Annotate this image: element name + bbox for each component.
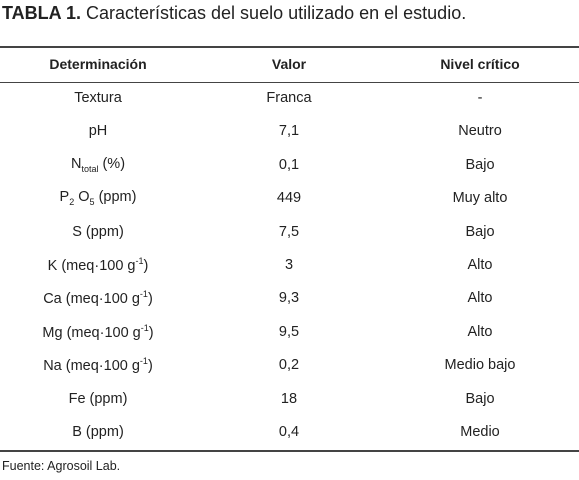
header-rule <box>0 82 579 83</box>
table-cell: - <box>477 90 483 106</box>
table-cell: pH <box>89 123 108 139</box>
table-cell: Bajo <box>465 223 495 240</box>
table-cell: 449 <box>276 190 302 207</box>
text-segment: -1 <box>139 289 148 300</box>
text-segment: 2 <box>69 197 75 208</box>
table-cell: Franca <box>266 90 312 106</box>
table-cell: Neutro <box>458 123 502 140</box>
text-segment: -1 <box>140 322 149 333</box>
table-cell: 0,1 <box>278 156 300 173</box>
header-cell: Nivel crítico <box>440 56 520 72</box>
text-segment: ) <box>148 324 154 341</box>
table-cell: Fe (ppm) <box>69 391 128 407</box>
text-segment: -1 <box>135 256 144 267</box>
table-cell: 7,5 <box>278 223 300 240</box>
table-cell: 3 <box>284 257 294 273</box>
text-segment: Mg (meq·100 g <box>42 324 141 341</box>
text-segment: ) <box>143 257 149 274</box>
table-cell: Mg (meq·100 g-1) <box>42 323 153 341</box>
text-segment: Ca (meq·100 g <box>43 291 140 308</box>
table-cell: K (meq·100 g-1) <box>48 256 149 274</box>
table-cell: 9,3 <box>278 290 300 307</box>
text-segment: ) <box>147 358 153 375</box>
caption-label: TABLA 1. <box>2 3 81 23</box>
text-segment: pH <box>88 123 108 140</box>
header-cell: Determinación <box>49 56 147 72</box>
header-cell: Valor <box>271 56 307 72</box>
table-cell: 0,2 <box>278 357 300 374</box>
table-cell: Muy alto <box>452 190 508 207</box>
text-segment: O <box>74 189 90 206</box>
text-segment: B (ppm) <box>72 424 124 440</box>
table-cell: Alto <box>467 323 493 340</box>
table-cell: Na (meq·100 g-1) <box>43 356 153 374</box>
table-cell: P2 O5 (ppm) <box>60 189 137 207</box>
table-cell: 0,4 <box>278 424 300 440</box>
footer: Fuente: Agrosoil Lab. <box>2 459 121 473</box>
text-segment: N <box>70 155 82 172</box>
table-cell: Ntotal (%) <box>71 156 125 174</box>
caption-text: Características del suelo utilizado en e… <box>81 3 467 23</box>
table-cell: Medio <box>460 424 500 440</box>
table-cell: S (ppm) <box>72 224 124 240</box>
table-cell: Medio bajo <box>444 357 516 374</box>
text-segment: total <box>81 163 99 174</box>
text-segment: Textura <box>74 90 122 106</box>
table-cell: 9,5 <box>278 323 300 340</box>
text-segment: -1 <box>139 356 148 367</box>
table-cell: Bajo <box>465 156 495 173</box>
text-segment: 5 <box>89 197 95 208</box>
text-segment: P <box>59 189 70 206</box>
table-cell: Bajo <box>465 390 495 407</box>
text-segment: Fe (ppm) <box>68 390 128 407</box>
table-cell: Textura <box>74 90 122 106</box>
text-segment: (ppm) <box>94 189 137 206</box>
table-cell: Alto <box>467 257 493 273</box>
caption: TABLA 1. Características del suelo utili… <box>2 3 466 24</box>
text-segment: Na (meq·100 g <box>43 358 140 375</box>
table-cell: B (ppm) <box>72 424 124 440</box>
top-rule <box>0 46 579 48</box>
text-segment: S (ppm) <box>72 223 124 240</box>
table-cell: Alto <box>467 290 493 307</box>
text-segment: (%) <box>98 155 126 172</box>
text-segment: ) <box>147 291 153 308</box>
text-segment: K (meq·100 g <box>47 257 136 274</box>
table-cell: 7,1 <box>278 123 300 140</box>
table-cell: Ca (meq·100 g-1) <box>43 289 153 307</box>
table-cell: 18 <box>280 390 298 407</box>
bottom-rule <box>0 450 579 452</box>
